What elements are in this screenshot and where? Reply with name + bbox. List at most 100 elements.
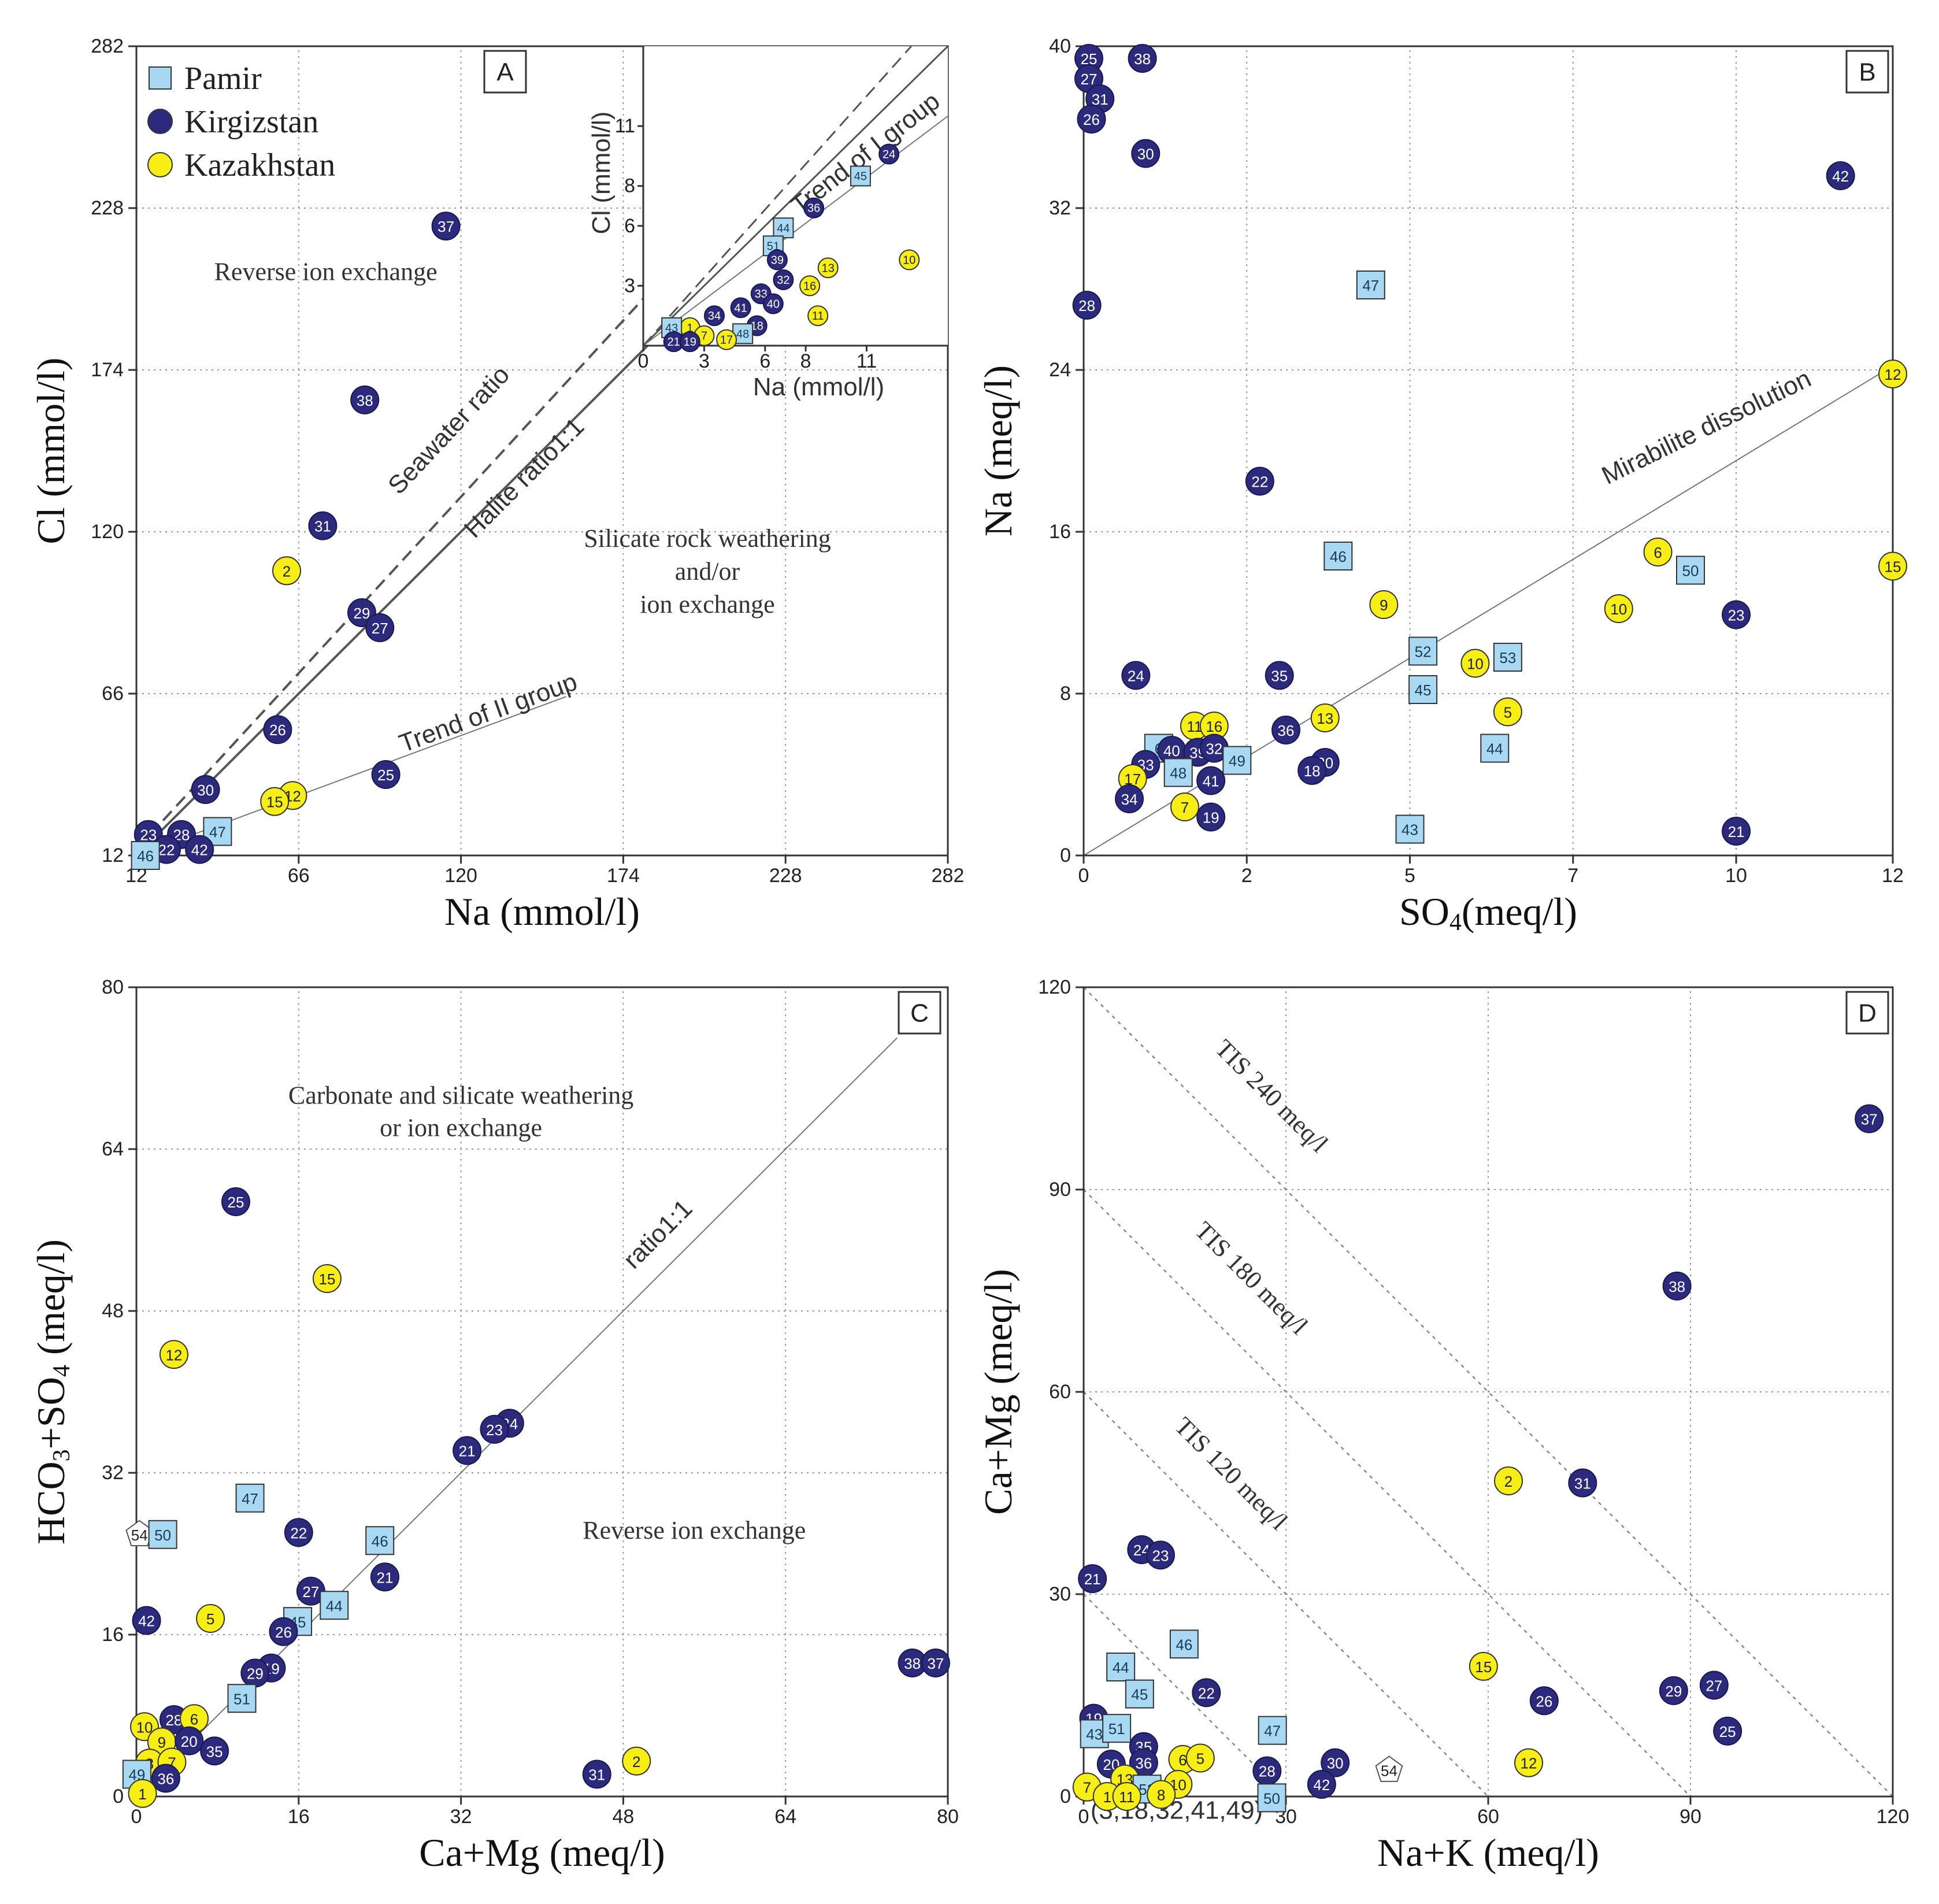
point-kirgizstan-42: 42 <box>1826 161 1855 190</box>
point-kirgizstan-34: 34 <box>1115 784 1144 813</box>
point-label: 21 <box>377 1569 394 1586</box>
point-kazakhstan-2: 2 <box>272 556 301 586</box>
kirgizstan-marker <box>370 1562 399 1592</box>
axis-label-subscript: 3 <box>49 1449 75 1461</box>
panel-letter-box <box>1845 991 1889 1035</box>
point-kazakhstan-6: 6 <box>180 1704 209 1733</box>
legend-square-icon <box>149 66 172 90</box>
pamir-marker <box>235 1483 265 1513</box>
point-label: 38 <box>1134 50 1151 68</box>
point-kirgizstan-23: 23 <box>1146 1540 1175 1570</box>
point-kirgizstan-24: 24 <box>878 143 900 165</box>
point-label: 28 <box>1259 1763 1276 1780</box>
point-label: 15 <box>1885 558 1901 576</box>
point-label: 48 <box>1170 765 1187 782</box>
point-kazakhstan-1: 1 <box>128 1779 157 1808</box>
x-tick-label: 0 <box>1078 865 1089 887</box>
point-label: 50 <box>154 1527 171 1544</box>
point-label: 6 <box>190 1710 198 1728</box>
point-label: 23 <box>140 827 157 844</box>
point-kazakhstan-8: 8 <box>1147 1780 1176 1809</box>
y-tick-label: 3 <box>624 275 635 297</box>
point-kazakhstan-15: 15 <box>260 787 290 816</box>
point-pamir-43: 43 <box>1395 814 1425 844</box>
point-kazakhstan-6: 6 <box>1643 538 1673 566</box>
plot-frame <box>1082 45 1894 857</box>
legend: Pamir Kirgizstan Kazakhstan <box>147 61 335 183</box>
kazakhstan-marker <box>1604 594 1633 623</box>
point-label: 21 <box>1728 823 1745 840</box>
pamir-marker <box>365 1526 395 1555</box>
point-label: 29 <box>354 605 370 622</box>
pamir-marker <box>1163 758 1193 787</box>
point-label: 13 <box>822 262 835 275</box>
point-label: 28 <box>165 1712 182 1729</box>
reference-lines <box>1084 987 1893 1796</box>
x-tick-label: 6 <box>759 350 770 372</box>
y-tick-label: 120 <box>1038 976 1071 998</box>
y-axis-label: Cl (mmol/l) <box>29 358 73 544</box>
point-kirgizstan-25: 25 <box>1074 44 1104 73</box>
point-label: 13 <box>1317 710 1333 727</box>
kirgizstan-marker <box>766 249 788 271</box>
kirgizstan-marker <box>1659 1676 1688 1705</box>
x-tick-label: 0 <box>1078 1806 1089 1828</box>
kazakhstan-marker <box>1643 538 1673 566</box>
point-label: 31 <box>314 518 331 535</box>
point-kirgizstan-36: 36 <box>803 197 825 218</box>
point-label: 31 <box>588 1766 605 1784</box>
point-label: 42 <box>1313 1776 1330 1794</box>
x-axis-label: Na (mmol/l) <box>444 890 640 934</box>
point-label: 26 <box>275 1624 292 1641</box>
point-pamir-45: 45 <box>850 165 871 187</box>
point-label: 16 <box>1206 718 1222 735</box>
axis-label-part: (meq/l) <box>1462 890 1577 934</box>
point-label: 45 <box>1415 681 1432 699</box>
y-tick-label: 11 <box>615 115 635 137</box>
kirgizstan-marker <box>1072 291 1102 320</box>
point-label: 22 <box>290 1524 307 1542</box>
point-label: 40 <box>767 298 780 310</box>
axis-label-part: (meq/l) <box>29 1239 73 1365</box>
point-label: 51 <box>233 1690 250 1707</box>
y-tick-label: 24 <box>1049 359 1071 381</box>
kirgizstan-marker <box>1662 1271 1692 1301</box>
annotation-and-or: and/or <box>675 557 740 586</box>
point-label: 25 <box>1719 1723 1736 1740</box>
point-kirgizstan-28: 28 <box>159 1705 188 1734</box>
point-label: 32 <box>1206 740 1222 758</box>
annotation-ion-exchange: ion exchange <box>640 590 774 618</box>
x-tick-label: 12 <box>1882 865 1904 887</box>
kirgizstan-marker <box>191 775 220 804</box>
x-tick-label: 8 <box>800 350 811 372</box>
y-tick-label: 16 <box>1049 521 1071 543</box>
kirgizstan-marker <box>1713 1716 1742 1746</box>
legend-circle-icon <box>147 109 173 134</box>
annotation-or-ion-exchange: or ion exchange <box>380 1113 542 1142</box>
kirgizstan-marker <box>308 511 338 540</box>
kirgizstan-marker <box>1855 1104 1884 1133</box>
point-label: 53 <box>1499 649 1516 666</box>
kirgizstan-marker <box>1196 802 1226 832</box>
point-kirgizstan-21: 21 <box>453 1436 482 1465</box>
point-label: 52 <box>1415 643 1432 661</box>
kirgizstan-marker <box>1131 139 1161 168</box>
legend-item-kirgizstan: Kirgizstan <box>147 104 318 140</box>
x-tick-label: 16 <box>288 1806 310 1828</box>
y-tick-label: 32 <box>1049 197 1071 219</box>
y-tick-label: 80 <box>102 976 124 998</box>
point-label: 21 <box>668 336 680 349</box>
axis-label-subscript: 4 <box>49 1365 75 1377</box>
point-label: 20 <box>181 1733 198 1750</box>
point-label: 22 <box>1198 1684 1215 1702</box>
point-label: 47 <box>209 824 226 841</box>
x-axis-label: SO4(meq/l) <box>1399 890 1577 936</box>
point-label: 10 <box>1467 655 1484 673</box>
kazakhstan-marker <box>1514 1748 1543 1777</box>
x-axis-label: Na+K (meq/l) <box>1377 1831 1599 1875</box>
x-tick-label: 282 <box>932 865 965 887</box>
point-kirgizstan-35: 35 <box>200 1736 229 1766</box>
point-kirgizstan-29: 29 <box>1659 1676 1688 1705</box>
